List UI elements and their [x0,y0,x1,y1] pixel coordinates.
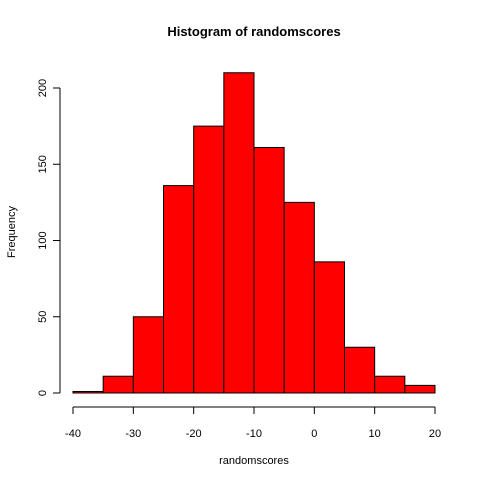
x-tick-label-3: -10 [246,428,262,440]
histogram-bar-2 [132,316,164,394]
x-tick-label-6: 20 [429,428,441,440]
histogram-bar-7 [283,201,315,394]
histogram-bar-0 [72,390,104,394]
x-axis-ticks: -40 -30 -20 -10 0 10 20 [65,407,441,440]
histogram-bar-11 [404,384,436,394]
histogram-bar-6 [253,146,285,394]
histogram-bar-3 [163,185,195,394]
x-axis-label: randomscores [219,455,289,467]
x-tick-label-4: 0 [311,428,317,440]
histogram-bar-8 [313,261,346,394]
x-tick-label-5: 10 [369,428,381,440]
histogram-bar-10 [374,375,406,394]
y-tick-label-0: 0 [37,390,49,396]
y-axis-ticks: 0 50 100 150 200 [37,79,60,396]
y-tick-label-2: 100 [37,231,49,249]
histogram-bar-9 [344,346,376,394]
y-tick-label-1: 50 [37,311,49,323]
bars-group [72,72,436,394]
histogram-bar-5 [223,72,255,394]
x-tick-label-2: -20 [186,428,202,440]
y-tick-label-3: 150 [37,155,49,173]
x-tick-label-0: -40 [65,428,81,440]
histogram-bar-4 [193,125,225,394]
chart-title: Histogram of randomscores [167,24,340,39]
y-axis-label: Frequency [6,206,18,258]
y-tick-label-4: 200 [37,79,49,97]
histogram-bar-1 [102,375,134,394]
x-tick-label-1: -30 [125,428,141,440]
